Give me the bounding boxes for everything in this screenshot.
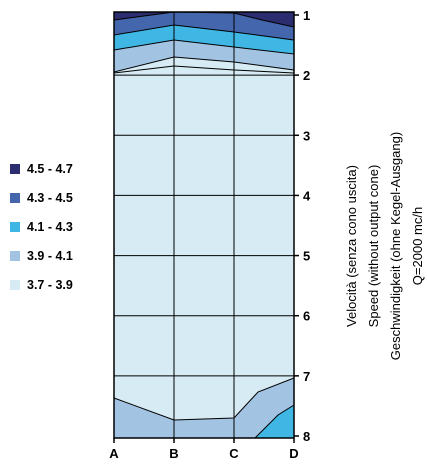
y-label-line: Geschwindigkeit (ohne Kegel-Ausgang) xyxy=(388,131,403,361)
legend-item: 4.3 - 4.5 xyxy=(10,189,73,206)
legend-label: 4.1 - 4.3 xyxy=(27,219,73,234)
x-tick-label: D xyxy=(289,446,298,461)
x-tick-label: B xyxy=(169,446,178,461)
legend-swatch xyxy=(10,163,20,174)
y-tick-label: 6 xyxy=(303,309,310,324)
y-label-line: Q=2000 mc/h xyxy=(410,206,425,286)
x-tick-label: A xyxy=(109,446,119,461)
y-label-line: Speed (without output cone) xyxy=(366,164,381,328)
legend-item: 4.5 - 4.7 xyxy=(10,160,73,177)
legend-label: 3.7 - 3.9 xyxy=(27,277,73,292)
legend-item: 4.1 - 4.3 xyxy=(10,218,73,235)
y-tick-label: 3 xyxy=(303,128,310,143)
legend-swatch xyxy=(10,192,20,203)
y-tick-label: 8 xyxy=(303,429,310,444)
y-tick-label: 1 xyxy=(303,8,310,23)
legend: 4.5 - 4.7 4.3 - 4.5 4.1 - 4.3 3.9 - 4.1 … xyxy=(10,160,73,305)
y-label-line: Velocità (senza cono uscita) xyxy=(344,165,359,327)
legend-label: 4.5 - 4.7 xyxy=(27,161,73,176)
legend-swatch xyxy=(10,279,20,290)
contour-line xyxy=(113,65,295,74)
legend-item: 3.7 - 3.9 xyxy=(10,276,73,293)
legend-label: 4.3 - 4.5 xyxy=(27,190,73,205)
legend-label: 3.9 - 4.1 xyxy=(27,248,73,263)
y-tick-label: 7 xyxy=(303,369,310,384)
y-tick-label: 5 xyxy=(303,249,310,264)
y-tick-label: 2 xyxy=(303,68,310,83)
band-area-3.7-3.9 xyxy=(114,12,294,438)
legend-swatch xyxy=(10,250,20,261)
y-axis-label: Velocità (senza cono uscita) Speed (with… xyxy=(341,106,427,386)
legend-item: 3.9 - 4.1 xyxy=(10,247,73,264)
plot-frame xyxy=(113,11,295,439)
y-tick-label: 4 xyxy=(303,188,311,203)
legend-swatch xyxy=(10,221,20,232)
x-tick-label: C xyxy=(229,446,239,461)
